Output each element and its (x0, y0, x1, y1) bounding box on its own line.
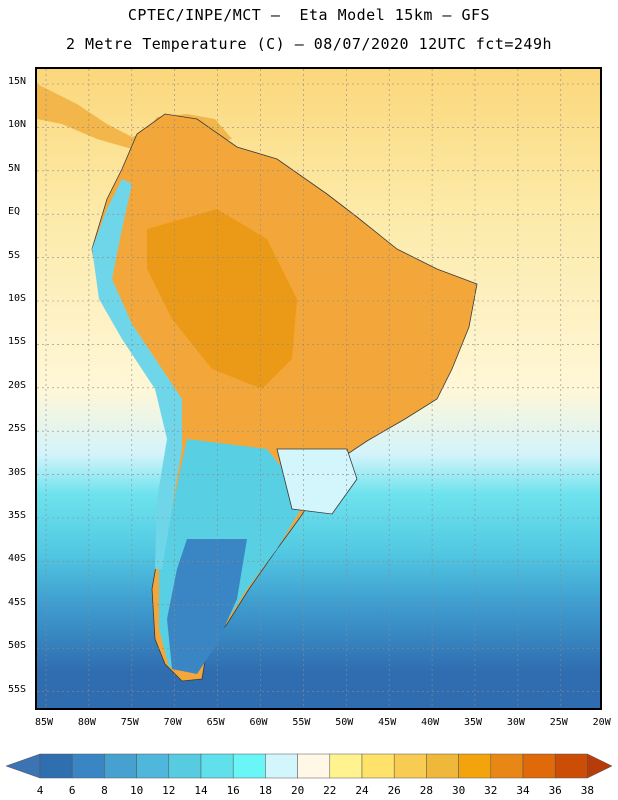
colorbar-swatch (136, 753, 170, 779)
lat-label-30s: 30S (8, 466, 27, 478)
lon-label-60w: 60W (249, 717, 268, 728)
lon-label-65w: 65W (206, 717, 225, 728)
andes-cool-strip (92, 179, 182, 569)
temperature-map (35, 67, 602, 710)
colorbar-swatch (297, 753, 331, 779)
colorbar-swatch (104, 753, 137, 779)
uruguay-south-brazil (276, 448, 358, 515)
lat-label-15s: 15S (8, 336, 27, 348)
colorbar-label-38: 38 (580, 784, 595, 797)
lat-label-50s: 50S (8, 640, 27, 652)
colorbar-label-26: 26 (387, 784, 401, 797)
lon-label-85w: 85W (34, 717, 54, 728)
lat-label-45s: 45S (8, 596, 27, 608)
colorbar-label-6: 6 (68, 784, 76, 797)
lat-label-5s: 5S (8, 249, 21, 261)
graticule (37, 69, 600, 708)
colorbar-label-14: 14 (194, 784, 208, 797)
colorbar-swatch (393, 753, 427, 779)
lon-label-30w: 30W (506, 717, 525, 728)
colorbar-swatch (554, 753, 588, 779)
lat-label-10n: 10N (8, 119, 27, 131)
colorbar-label-8: 8 (101, 784, 108, 797)
colorbar (5, 753, 613, 779)
title-line-1: CPTEC/INPE/MCT – Eta Model 15km – GFS (127, 6, 491, 24)
colorbar-swatch (458, 753, 492, 779)
colorbar-label-30: 30 (451, 784, 466, 797)
lon-label-25w: 25W (549, 717, 568, 728)
colorbar-left-arrow (5, 753, 41, 779)
colorbar-swatch (426, 753, 459, 779)
lat-label-15n: 15N (8, 76, 27, 87)
colorbar-label-18: 18 (258, 784, 273, 797)
lat-label-5n: 5N (8, 162, 21, 174)
lon-label-75w: 75W (120, 717, 139, 728)
colorbar-swatch (361, 753, 395, 779)
colorbar-label-12: 12 (162, 784, 176, 797)
colorbar-label-28: 28 (419, 784, 434, 797)
colorbar-label-4: 4 (36, 784, 44, 797)
lon-label-20w: 20W (592, 717, 611, 728)
colorbar-swatch (265, 753, 298, 779)
hot-interior-region (147, 209, 297, 389)
lon-label-80w: 80W (77, 717, 96, 728)
lat-label-55s: 55S (8, 683, 27, 695)
colorbar-label-34: 34 (516, 784, 530, 797)
colorbar-label-20: 20 (290, 784, 305, 797)
lat-label-25s: 25S (8, 423, 27, 435)
colorbar-label-32: 32 (484, 784, 498, 797)
lat-label-eq: EQ (8, 206, 21, 218)
title-line-2: 2 Metre Temperature (C) – 08/07/2020 12U… (65, 35, 553, 53)
colorbar-swatch (490, 753, 524, 779)
colorbar-label-10: 10 (129, 784, 144, 797)
colorbar-label-36: 36 (548, 784, 562, 797)
colorbar-swatch (168, 753, 202, 779)
colorbar-swatch (522, 753, 556, 779)
lon-label-50w: 50W (335, 717, 354, 728)
lon-label-35w: 35W (463, 717, 483, 728)
lon-label-45w: 45W (378, 717, 397, 728)
lon-label-55w: 55W (292, 717, 311, 728)
colorbar-label-24: 24 (355, 784, 369, 797)
colorbar-label-16: 16 (226, 784, 240, 797)
lat-label-40s: 40S (8, 553, 27, 565)
colorbar-label-22: 22 (323, 784, 337, 797)
patagonia-region (167, 539, 247, 674)
lat-label-35s: 35S (8, 510, 27, 521)
colorbar-swatch (200, 753, 234, 779)
map-canvas (37, 69, 600, 708)
lat-label-10s: 10S (8, 293, 27, 304)
lat-label-20s: 20S (8, 379, 27, 391)
lon-label-70w: 70W (163, 717, 182, 728)
colorbar-swatch (232, 753, 266, 779)
colorbar-right-arrow (587, 753, 613, 779)
lon-label-40w: 40W (421, 717, 440, 728)
colorbar-swatch (71, 753, 105, 779)
colorbar-swatch (39, 753, 73, 779)
colorbar-swatch (329, 753, 363, 779)
